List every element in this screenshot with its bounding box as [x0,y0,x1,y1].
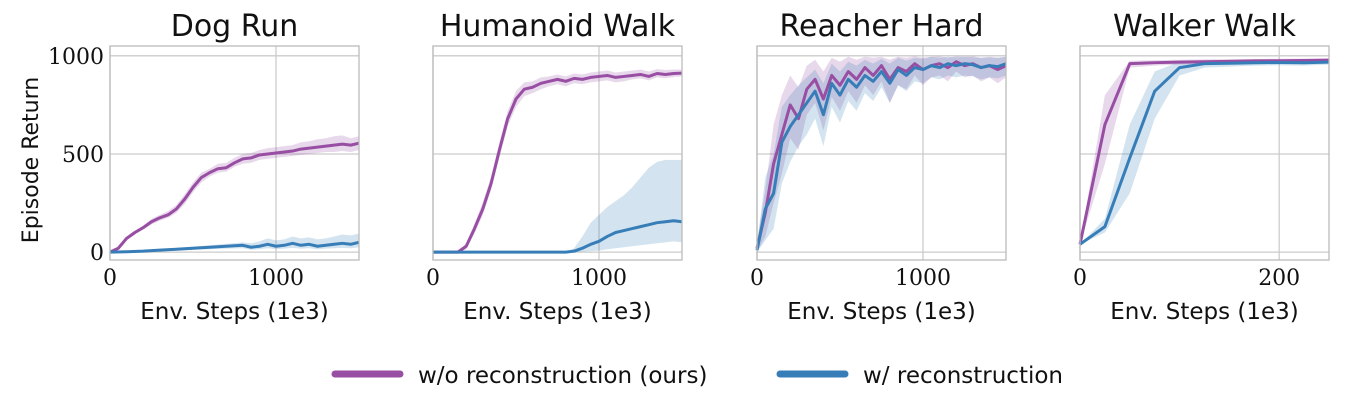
plot-frame [432,45,683,261]
x-tick-label: 1000 [248,266,304,291]
plot-frame [109,45,360,261]
panel-2: 0 1000 Humanoid Walk Env. Steps (1e3) [426,9,683,325]
panel-1: 0 1000 0 500 1000 Dog Run Env. Steps (1e3) [48,9,360,325]
x-tick-label: 0 [426,266,440,291]
legend-label-ours: w/o reconstruction (ours) [418,363,707,389]
panel-title: Humanoid Walk [440,9,676,44]
x-tick-label: 200 [1258,266,1300,291]
confidence-band-reconstruction [1080,59,1329,245]
series-line-ours [109,141,360,254]
x-axis-label: Env. Steps (1e3) [140,299,329,325]
x-axis-label: Env. Steps (1e3) [787,299,976,325]
confidence-band-reconstruction [433,159,682,253]
y-tick-label: 500 [62,143,104,168]
panel-4: 0 200 Walker Walk Env. Steps (1e3) [1073,9,1330,325]
y-axis-label: Episode Return [19,77,44,243]
y-tick-label: 0 [90,241,104,266]
confidence-band-reconstruction [110,233,359,253]
series-line-ours [1078,58,1330,245]
series-line-reconstruction [433,219,683,254]
series-line-reconstruction [755,62,1007,251]
panel-title: Dog Run [171,9,299,44]
confidence-band-ours [110,135,359,253]
series-line-ours [755,60,1007,249]
panels: 0 1000 0 500 1000 Dog Run Env. Steps (1e3) 0 100… [48,9,1330,325]
panel-title: Reacher Hard [780,9,984,44]
plot-frame [756,45,1007,261]
plot-frame [1079,45,1330,261]
x-axis-label: Env. Steps (1e3) [463,299,652,325]
y-tick-label: 1000 [48,45,104,70]
x-tick-label: 0 [1073,266,1087,291]
series-line-reconstruction [1079,60,1330,246]
panel-3: 0 1000 Reacher Hard Env. Steps (1e3) [750,9,1007,325]
series-line-reconstruction [109,240,360,254]
x-tick-label: 1000 [571,266,627,291]
x-tick-label: 0 [103,266,117,291]
confidence-band-ours [1080,58,1329,245]
x-tick-label: 0 [750,266,764,291]
legend: w/o reconstruction (ours) w/ reconstruct… [331,363,1063,389]
series-line-ours [433,71,683,254]
x-tick-label: 1000 [895,266,951,291]
x-axis-label: Env. Steps (1e3) [1110,299,1299,325]
panel-title: Walker Walk [1113,9,1297,44]
legend-label-reconstruction: w/ reconstruction [863,363,1063,389]
